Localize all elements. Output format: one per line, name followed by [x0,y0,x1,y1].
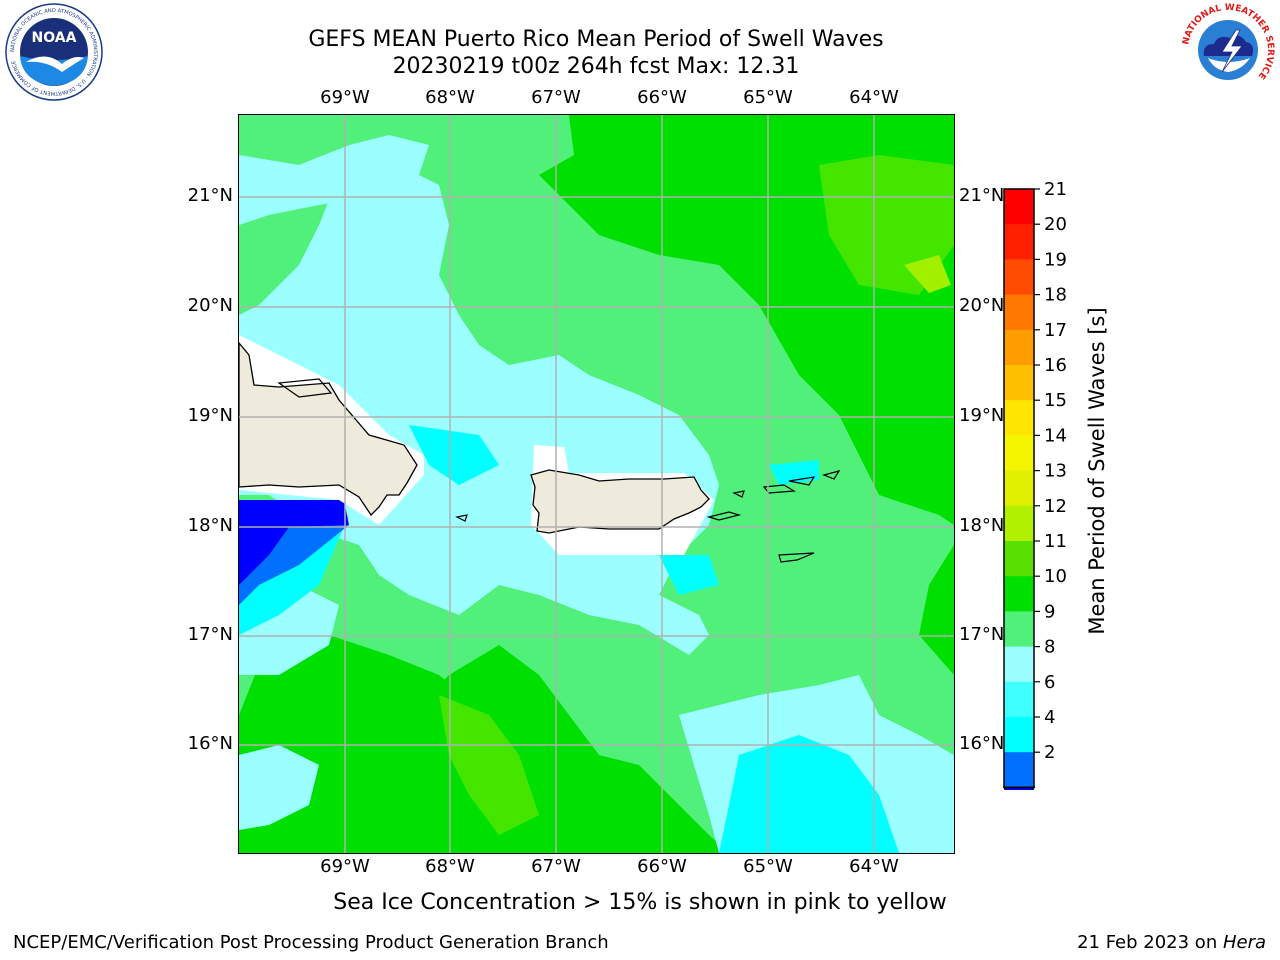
y-tick-label-left: 18°N [187,515,233,536]
footer-date-text: 21 Feb 2023 on [1077,932,1223,953]
x-tick-label-top: 67°W [531,87,581,108]
colorbar-segment [1004,189,1034,225]
colorbar-tick-label: 20 [1044,214,1067,235]
contour-6-8-se [719,735,899,853]
y-tick-label-right: 17°N [959,624,1005,645]
colorbar: 21 20 19 18 17 16 15 14 13 12 11 10 9 8 6 4 2 [1002,180,1067,790]
culebra-outline [732,490,745,498]
land-hispaniola [239,341,418,517]
colorbar-segment [1004,541,1034,577]
y-tick-label-left: 17°N [187,624,233,645]
colorbar-tick-label: 11 [1044,531,1067,552]
x-tick-label-bottom: 68°W [425,856,475,877]
colorbar-segment [1004,329,1034,366]
contour-8-9-sw [239,745,319,830]
colorbar-outline [1003,188,1035,789]
colorbar-segment [1004,470,1034,507]
colorbar-tick-label: 19 [1044,249,1067,270]
contour-8-9-north [239,135,429,225]
y-tick-label-left: 20°N [187,295,233,316]
sea-ice-caption: Sea Ice Concentration > 15% is shown in … [333,890,947,915]
colorbar-tick-label: 9 [1044,601,1055,622]
y-tick-label-right: 20°N [959,295,1005,316]
colorbar-segment [1004,259,1034,296]
colorbar-segment [1004,294,1034,331]
mona-outline [455,514,468,522]
y-tick-label-left: 16°N [187,733,233,754]
colorbar-segment [1004,505,1034,542]
x-tick-label-top: 64°W [849,87,899,108]
y-tick-label-left: 21°N [187,185,233,206]
colorbar-tick-label: 12 [1044,496,1067,517]
chart-subtitle: 20230219 t00z 264h fcst Max: 12.31 [392,54,800,79]
land-puerto-rico [530,469,710,534]
colorbar-tick-label: 18 [1044,285,1067,306]
contour-12-13 [904,255,951,293]
contour-11-12-ne [819,155,954,295]
swell-period-map [239,115,954,853]
colorbar-segment [1004,435,1034,472]
colorbar-segment [1004,611,1034,648]
x-tick-label-bottom: 69°W [320,856,370,877]
map-area [239,115,954,853]
contour-6-8-west [409,425,499,485]
contour-11-12-south [439,695,539,835]
y-tick-label-left: 19°N [187,405,233,426]
colorbar-tick-label: 6 [1044,672,1055,693]
noaa-logo: NATIONAL OCEANIC AND ATMOSPHERIC ADMINIS… [5,3,103,101]
x-tick-label-top: 65°W [743,87,793,108]
contour-2-4 [239,500,349,585]
colorbar-segment [1004,646,1034,683]
x-tick-label-bottom: 64°W [849,856,899,877]
st-croix-outline [778,552,815,563]
colorbar-label: Mean Period of Swell Waves [s] [1085,307,1109,635]
colorbar-segment [1004,717,1034,753]
y-tick-label-right: 19°N [959,405,1005,426]
colorbar-tick-label: 10 [1044,566,1067,587]
colorbar-tick-label: 14 [1044,425,1067,446]
contour-6-8-pr [659,555,719,595]
footer-host: Hera [1222,932,1266,953]
colorbar-segment [1004,365,1034,401]
colorbar-segment [1004,400,1034,436]
vieques-outline [706,511,742,521]
chart-title: GEFS MEAN Puerto Rico Mean Period of Swe… [308,27,884,52]
colorbar-tick-label: 21 [1044,180,1067,200]
y-tick-label-right: 16°N [959,733,1005,754]
x-tick-label-top: 66°W [637,87,687,108]
nws-logo: NATIONAL WEATHER SERVICE [1180,2,1276,98]
footer-credit: NCEP/EMC/Verification Post Processing Pr… [13,932,609,953]
x-tick-label-bottom: 66°W [637,856,687,877]
map-gridlines [239,115,954,853]
colorbar-tick-label: 15 [1044,390,1067,411]
colorbar-segment [1004,752,1034,788]
colorbar-tick-label: 4 [1044,707,1055,728]
y-tick-label-right: 18°N [959,515,1005,536]
noaa-logo-text: NOAA [32,30,77,46]
tortue-outline [277,378,333,398]
y-tick-label-right: 21°N [959,185,1005,206]
colorbar-segment [1004,224,1034,260]
colorbar-tick-label: 17 [1044,320,1067,341]
footer-date: 21 Feb 2023 on Hera [1077,932,1266,953]
colorbar-tick-label: 2 [1044,742,1055,763]
colorbar-segment [1004,681,1034,718]
colorbar-tick-label: 16 [1044,355,1067,376]
colorbar-tick-label: 8 [1044,637,1055,658]
colorbar-tick-label: 13 [1044,461,1067,482]
x-tick-label-bottom: 67°W [531,856,581,877]
colorbar-segment [1004,576,1034,612]
x-tick-label-bottom: 65°W [743,856,793,877]
x-tick-label-top: 68°W [425,87,475,108]
x-tick-label-top: 69°W [320,87,370,108]
